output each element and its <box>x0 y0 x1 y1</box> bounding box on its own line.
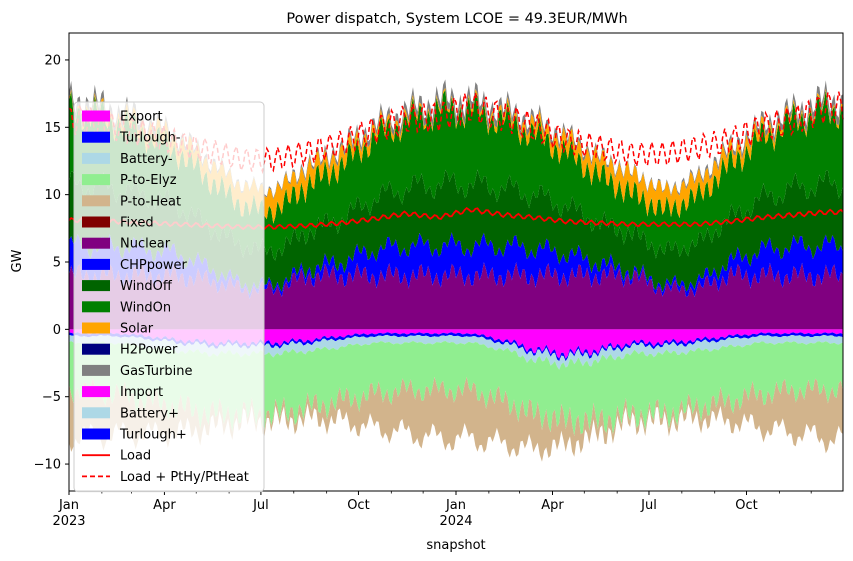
legend-swatch <box>82 407 110 419</box>
chart-title: Power dispatch, System LCOE = 49.3EUR/MW… <box>286 11 627 27</box>
legend-label: Import <box>120 385 163 400</box>
legend-swatch <box>82 174 110 186</box>
legend-label: P-to-Heat <box>120 194 181 209</box>
x-tick-label: Jan <box>58 498 79 513</box>
legend-label: Load + PtHy/PtHeat <box>120 470 249 485</box>
legend-label: Load <box>120 449 151 464</box>
legend-swatch <box>82 343 110 355</box>
legend-swatch <box>82 110 110 122</box>
y-tick-label: 0 <box>53 323 61 338</box>
legend-swatch <box>82 428 110 440</box>
legend-swatch <box>82 258 110 270</box>
legend-label: Solar <box>120 322 154 337</box>
y-tick-label: 20 <box>44 53 61 68</box>
legend-label: CHPpower <box>120 258 188 273</box>
legend-label: WindOff <box>120 279 173 294</box>
x-tick-label: Jan <box>445 498 466 513</box>
legend-swatch <box>82 280 110 292</box>
x-tick-label: Jul <box>252 498 269 513</box>
legend-swatch <box>82 364 110 376</box>
legend-label: Export <box>120 110 163 125</box>
legend-swatch <box>82 386 110 398</box>
legend-label: Battery- <box>120 152 173 167</box>
legend-swatch <box>82 216 110 228</box>
x-tick-label: Oct <box>735 498 757 513</box>
legend-label: H2Power <box>120 343 178 358</box>
legend-swatch <box>82 131 110 143</box>
x-tick-year-label: 2024 <box>439 514 472 529</box>
legend-swatch <box>82 152 110 164</box>
legend-swatch <box>82 322 110 334</box>
legend-label: WindOn <box>120 300 171 315</box>
y-tick-label: 5 <box>53 256 61 271</box>
x-tick-label: Apr <box>153 498 176 513</box>
area-chppower <box>69 232 843 299</box>
x-tick-year-label: 2023 <box>52 514 85 529</box>
legend-label: Fixed <box>120 216 154 231</box>
legend-label: Battery+ <box>120 406 179 421</box>
y-tick-label: 10 <box>44 188 61 203</box>
legend-swatch <box>82 301 110 313</box>
legend-label: GasTurbine <box>120 364 192 379</box>
legend-label: Turlough- <box>119 131 181 146</box>
y-tick-label: −10 <box>34 458 61 473</box>
legend-label: P-to-Elyz <box>120 173 177 188</box>
y-tick-label: −5 <box>42 390 61 405</box>
legend-swatch <box>82 195 110 207</box>
legend-box <box>73 101 265 493</box>
x-axis-label: snapshot <box>426 538 485 553</box>
y-tick-label: 15 <box>44 121 61 136</box>
y-axis-label: GW <box>10 249 25 272</box>
x-tick-label: Jul <box>640 498 657 513</box>
legend-swatch <box>82 237 110 249</box>
x-tick-label: Apr <box>541 498 564 513</box>
area-p-to-heat <box>69 376 843 462</box>
legend-label: Turlough+ <box>119 428 187 443</box>
legend: Export Turlough- Battery- P-to-Elyz P-to-Hea… <box>73 101 265 493</box>
legend-label: Nuclear <box>120 237 171 252</box>
x-tick-label: Oct <box>347 498 369 513</box>
